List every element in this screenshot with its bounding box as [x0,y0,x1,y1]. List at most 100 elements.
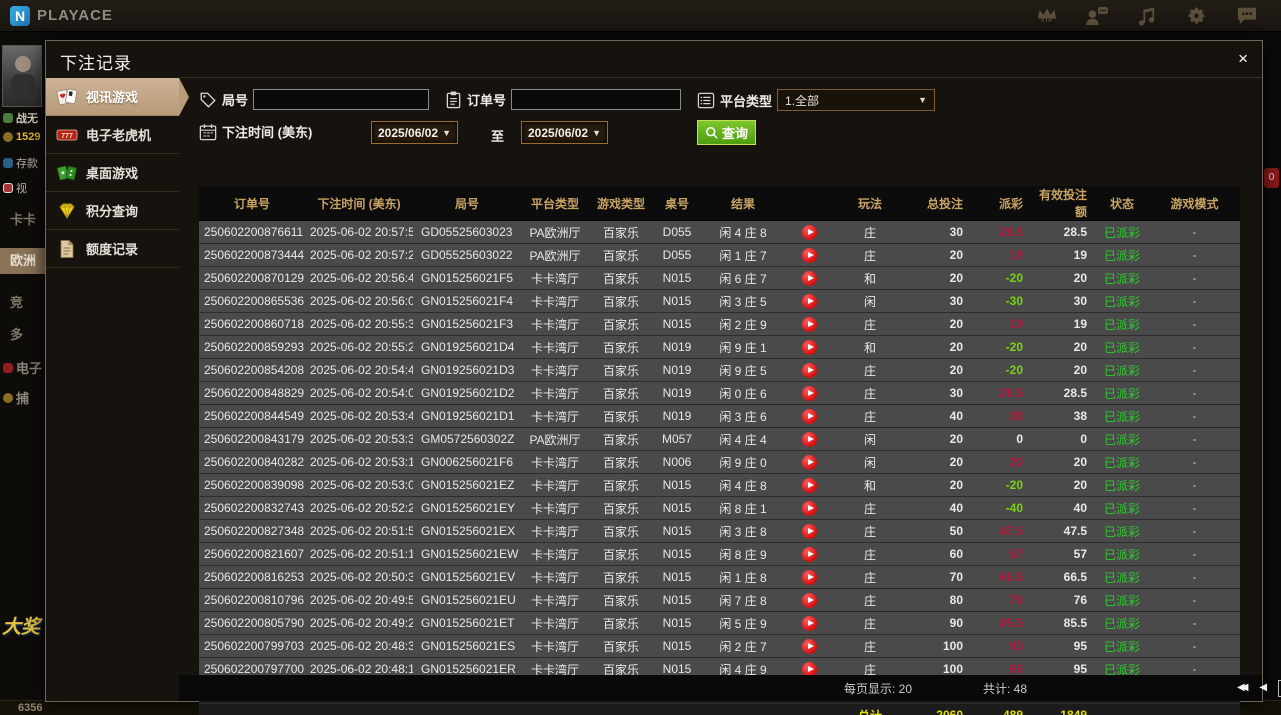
cell-status: 已派彩 [1095,611,1149,635]
cell-bet-time: 2025-06-02 20:53:31 [305,427,413,451]
cell-order-no: 250602200839098 [199,473,305,497]
play-video-icon[interactable] [801,454,817,470]
clipboard-icon [446,91,461,109]
date-from-picker[interactable]: 2025/06/02 ▼ [371,121,458,144]
play-video-icon[interactable] [801,339,817,355]
play-video-icon[interactable] [801,477,817,493]
background-cat-jing[interactable]: 竞 [10,295,24,310]
order-label: 订单号 [467,93,507,108]
table-row: 250602200865536 2025-06-02 20:56:08 GN01… [199,289,1240,313]
play-video-icon[interactable] [801,523,817,539]
music-icon[interactable] [1135,4,1159,28]
query-button[interactable]: 查询 [697,120,757,145]
cell-platform: 卡卡湾厅 [521,634,589,658]
top-bar: N PLAYACE VIP [0,0,1281,32]
background-cat-bu[interactable]: 捕 [3,388,29,407]
cell-game-mode: - [1149,243,1240,267]
background-badge: 0 [1264,168,1279,188]
bottom-id: 6356 [18,702,43,714]
background-deposit[interactable]: 存款 [3,155,38,171]
date-from-value: 2025/06/02 [378,125,439,140]
play-video-icon[interactable] [801,638,817,654]
sidebar-item-label: 额度记录 [86,242,139,257]
play-video-icon[interactable] [801,592,817,608]
cell-valid-bet: 0 [1029,427,1095,451]
cell-total-bet: 100 [907,634,977,658]
play-video-icon[interactable] [801,408,817,424]
sidebar-item-quota-records[interactable]: 额度记录 [46,230,179,268]
play-video-icon[interactable] [801,316,817,332]
play-video-icon[interactable] [801,362,817,378]
cell-round-no: GN015256021EX [413,519,521,543]
total-payout: 489 [977,703,1029,715]
sidebar-item-points-query[interactable]: 积分查询 [46,192,179,230]
play-video-icon[interactable] [801,615,817,631]
cell-status: 已派彩 [1095,657,1149,681]
cell-status: 已派彩 [1095,335,1149,359]
cell-table-no: N015 [653,312,701,336]
cell-video [785,220,833,244]
play-video-icon[interactable] [801,224,817,240]
avatar[interactable] [2,45,42,107]
background-promo[interactable]: 大奖 [2,617,41,638]
total-bet: 2060 [907,703,977,715]
vip-icon[interactable]: VIP [1035,4,1059,28]
cell-bet-time: 2025-06-02 20:53:06 [305,473,413,497]
support-icon[interactable] [1085,4,1109,28]
play-video-icon[interactable] [801,247,817,263]
first-page-icon[interactable]: ◀◀ [1237,682,1249,693]
title-divider [179,77,1262,78]
background-cat-duo[interactable]: 多 [10,327,24,342]
table-header: 订单号 下注时间 (美东) 局号 平台类型 游戏类型 桌号 结果 玩法 总投注 … [199,186,1240,221]
play-video-icon[interactable] [801,661,817,677]
header-row: 订单号 下注时间 (美东) 局号 平台类型 游戏类型 桌号 结果 玩法 总投注 … [199,186,1240,221]
sidebar-item-slots[interactable]: 777 电子老虎机 [46,116,179,154]
close-icon[interactable]: × [1238,49,1248,68]
cell-platform: PA欧洲厅 [521,427,589,451]
play-video-icon[interactable] [801,500,817,516]
cell-valid-bet: 20 [1029,335,1095,359]
order-input[interactable] [511,89,682,110]
table-row: 250602200821607 2025-06-02 20:51:10 GN01… [199,542,1240,566]
background-video-tab[interactable]: 视 [3,180,27,196]
cell-status: 已派彩 [1095,519,1149,543]
sidebar-item-video-games[interactable]: 视讯游戏 [46,77,189,116]
settings-icon[interactable] [1185,4,1209,28]
round-label: 局号 [222,93,249,108]
cell-game-mode: - [1149,611,1240,635]
brand-logo[interactable]: N PLAYACE [0,5,113,26]
fish-icon [3,392,13,403]
cell-video [785,404,833,428]
cell-round-no: GN015256021F3 [413,312,521,336]
table-row: 250602200876611 2025-06-02 20:57:59 GD05… [199,220,1240,244]
platform-type-select[interactable]: 1.全部 ▼ [777,89,936,111]
round-input[interactable] [253,89,430,110]
cell-order-no: 250602200821607 [199,542,305,566]
play-video-icon[interactable] [801,385,817,401]
play-video-icon[interactable] [801,546,817,562]
chat-icon[interactable] [1235,4,1259,28]
background-cat-dianzi[interactable]: 电子 [3,358,42,377]
sidebar-item-table-games[interactable]: 桌面游戏 [46,154,179,192]
play-video-icon[interactable] [801,270,817,286]
cell-result: 闲 5 庄 9 [701,611,785,635]
page-number-input[interactable] [1278,679,1281,697]
play-video-icon[interactable] [801,431,817,447]
background-cat-kaka[interactable]: 卡卡 [10,212,37,227]
cell-order-no: 250602200805790 [199,611,305,635]
date-to-picker[interactable]: 2025/06/02 ▼ [521,121,608,144]
cell-game-mode: - [1149,289,1240,313]
cell-total-bet: 20 [907,266,977,290]
prev-page-icon[interactable]: ◀ [1259,682,1268,693]
background-cat-europe[interactable]: 欧洲 [0,248,45,274]
cell-order-no: 250602200876611 [199,220,305,244]
play-video-icon[interactable] [801,569,817,585]
play-video-icon[interactable] [801,293,817,309]
cell-payout: 19 [977,243,1029,267]
sidebar-item-label: 桌面游戏 [86,166,139,181]
cell-payout: -20 [977,473,1029,497]
query-button-label: 查询 [722,126,749,141]
cell-game-mode: - [1149,588,1240,612]
cell-order-no: 250602200865536 [199,289,305,313]
